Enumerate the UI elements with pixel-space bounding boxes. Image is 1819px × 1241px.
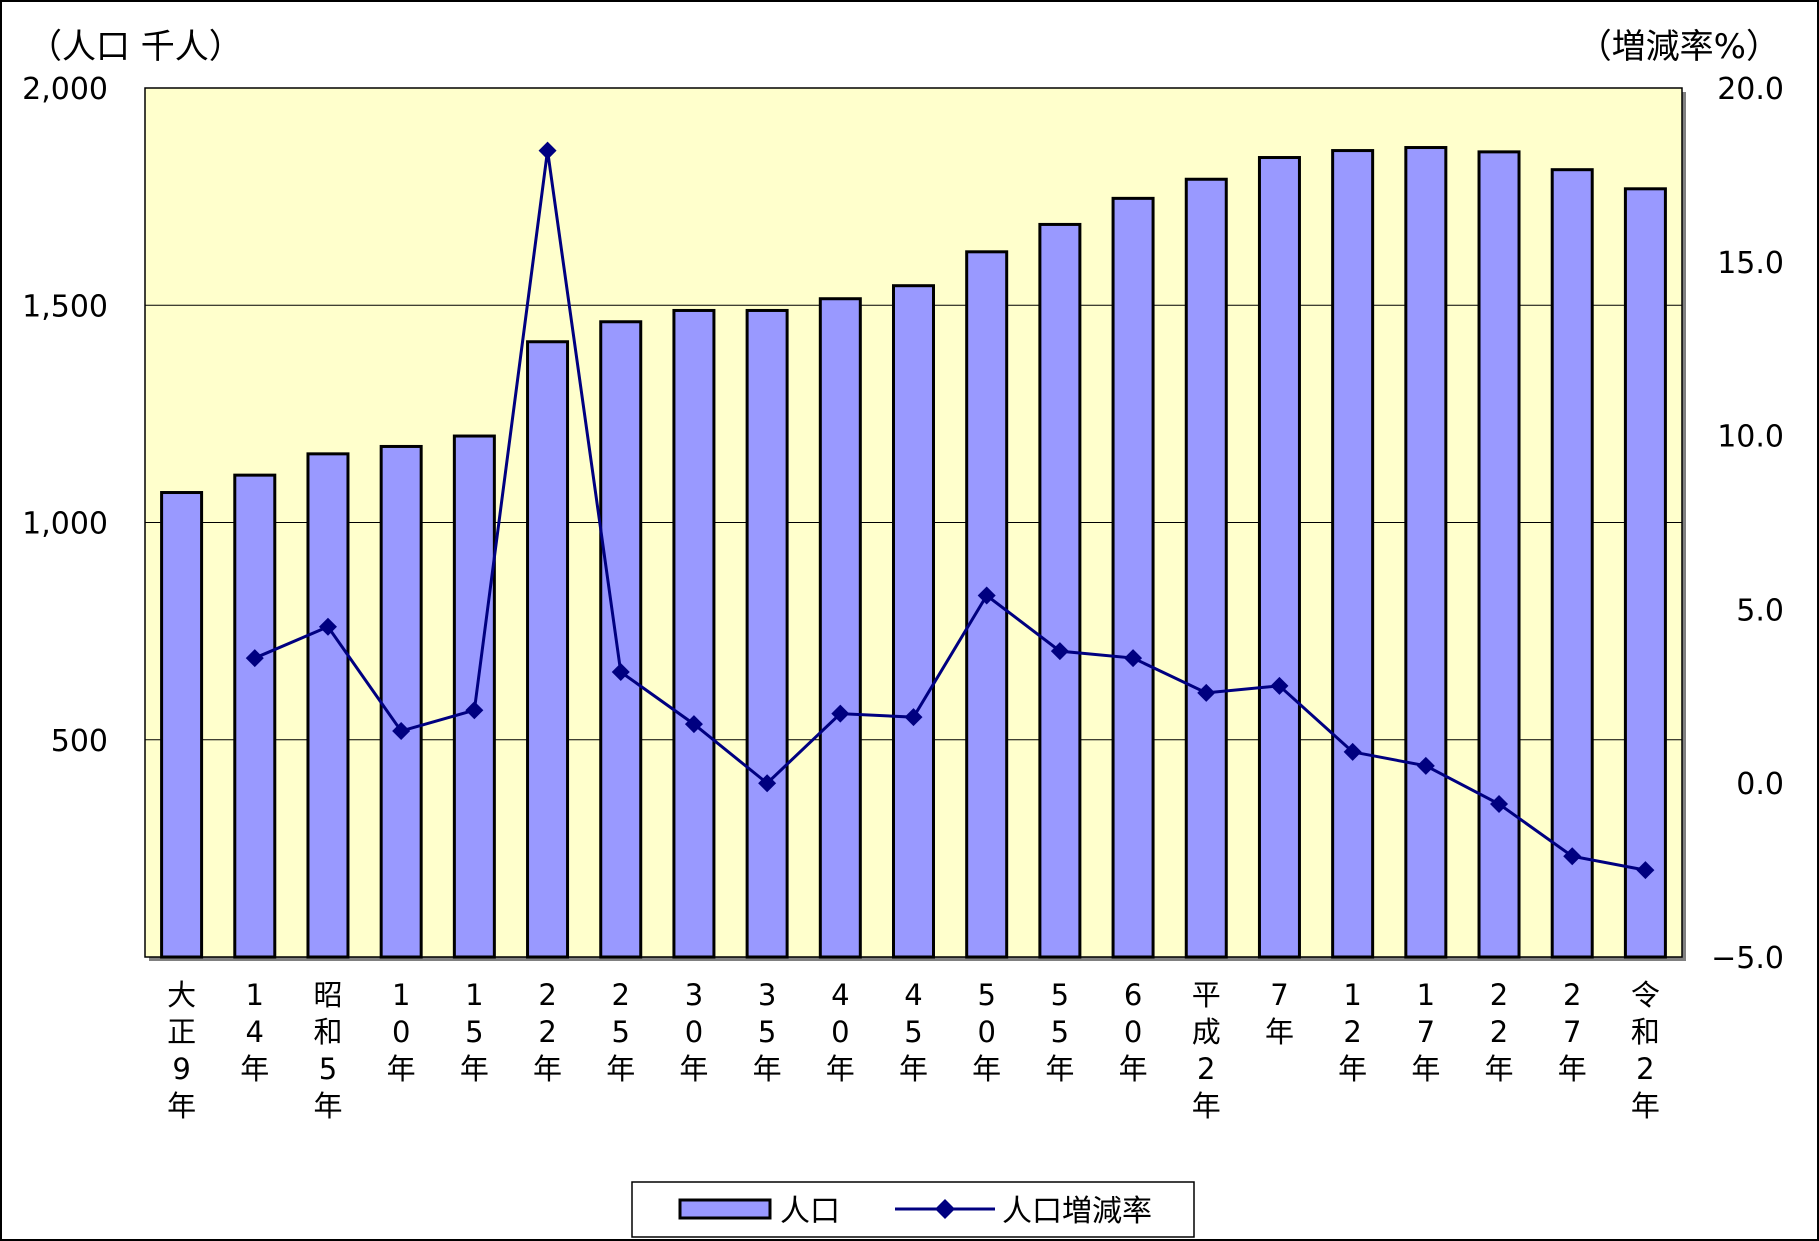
line-point: [758, 774, 777, 793]
line-point: [611, 662, 630, 681]
line-series: [245, 141, 1655, 880]
line-point: [684, 715, 703, 734]
line-point: [831, 704, 850, 723]
y-left-tick-label: 2,000: [22, 72, 108, 107]
bar: [1331, 149, 1375, 959]
x-tick-label: 平成 2 年: [1192, 978, 1221, 1123]
y-left-axis-title: （人口 千人）: [28, 27, 243, 67]
line-point: [1563, 847, 1582, 866]
line-point: [538, 141, 557, 160]
y-right-tick-label: 15.0: [1717, 246, 1784, 281]
y-right-tick-label: 20.0: [1717, 72, 1784, 107]
bar: [599, 320, 643, 959]
line-point: [977, 586, 996, 605]
bar: [452, 434, 496, 959]
y-right-tick-label: 10.0: [1717, 420, 1784, 455]
x-tick-label: 大正 9 年: [167, 978, 196, 1123]
bar: [1257, 156, 1301, 959]
line-point: [1197, 683, 1216, 702]
bar: [379, 444, 423, 959]
growth-rate-line: [254, 150, 1646, 872]
bar: [818, 297, 862, 959]
line-point: [1636, 861, 1655, 880]
bar: [1038, 222, 1082, 959]
bar: [1550, 168, 1594, 959]
line-point: [1416, 756, 1435, 775]
line-point: [904, 708, 923, 727]
bar: [233, 473, 277, 959]
bar: [526, 340, 570, 959]
line-point: [1270, 676, 1289, 695]
x-tick-label: 令和 2 年: [1631, 978, 1660, 1123]
line-point: [318, 617, 337, 636]
legend: 人口 人口増減率: [631, 1181, 1195, 1238]
y-right-axis-title: （増減率%）: [1578, 27, 1780, 67]
bar: [672, 308, 716, 959]
bar: [892, 284, 935, 959]
y-left-tick-label: 1,000: [22, 507, 108, 542]
bar-series: [160, 146, 1667, 959]
bar: [1477, 150, 1521, 959]
line-point: [1050, 642, 1069, 661]
line-point: [1124, 649, 1143, 668]
bar: [745, 308, 789, 959]
legend-line-marker: [935, 1199, 955, 1219]
y-left-tick-label: 500: [51, 724, 108, 759]
line-point: [1343, 742, 1362, 761]
y-right-tick-label: −5.0: [1711, 941, 1784, 976]
line-point: [1490, 795, 1509, 814]
y-left-tick-label: 1,500: [22, 289, 108, 324]
y-right-tick-label: 5.0: [1736, 593, 1784, 628]
legend-label-population: 人口: [780, 1194, 840, 1229]
bar: [1404, 146, 1448, 959]
y-right-tick-label: 0.0: [1736, 767, 1784, 802]
legend-label-growth-rate: 人口増減率: [1002, 1194, 1152, 1229]
bar: [1111, 196, 1155, 959]
y-left-tick-labels: 500 1,000 1,500 2,000: [22, 72, 108, 759]
x-tick-label: 昭和 5 年: [313, 978, 342, 1123]
line-point: [245, 649, 264, 668]
bar: [306, 452, 350, 959]
line-point: [392, 722, 411, 741]
legend-bar-swatch: [678, 1198, 772, 1220]
bar: [1623, 187, 1667, 959]
bar: [160, 491, 204, 959]
y-right-tick-labels: −5.0 0.0 5.0 10.0 15.0 20.0: [1711, 72, 1784, 976]
line-point: [465, 701, 484, 720]
x-tick-labels: 大正 9 年 1 4 年 昭和 5 年 1 0 年 1 5 年 2 2 年 2 5 年 3 0 年 3 5 年 4 0 年 4 5 年 5 0 年 5 5…: [167, 978, 1660, 1123]
bar: [1184, 177, 1228, 959]
